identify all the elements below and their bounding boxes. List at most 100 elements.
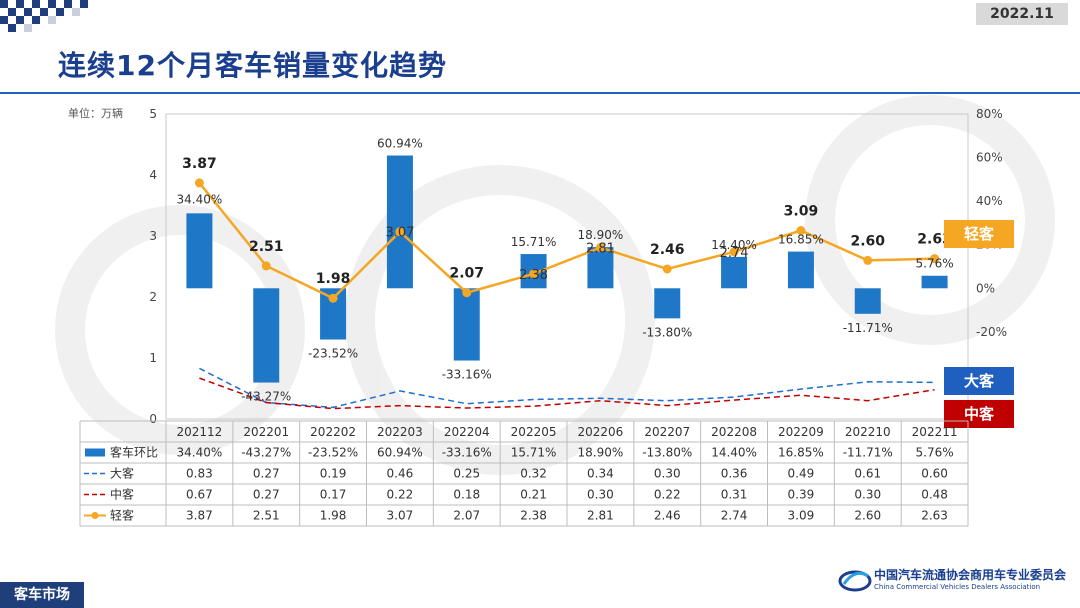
x-category-label: 202208: [711, 425, 757, 439]
qingke-point: [930, 254, 940, 264]
plot-frame: [165, 113, 969, 420]
qingke-point: [729, 247, 739, 257]
legend-label-qingke: 轻客: [110, 508, 134, 523]
association-logo: 中国汽车流通协会商用车专业委员会 China Commercial Vehicl…: [838, 564, 1068, 598]
table-cell: 2.07: [453, 509, 480, 523]
qingke-point: [395, 227, 405, 237]
checker-decoration: [0, 0, 88, 32]
date-badge: 2022.11: [976, 3, 1068, 25]
bar-data-label: 18.90%: [578, 228, 624, 242]
series-tag-bg: [944, 220, 1014, 248]
bar-ring-ratio: [654, 288, 681, 319]
x-category-label: 202201: [243, 425, 289, 439]
legend-label-bar: 客车环比: [110, 445, 158, 460]
assoc-emblem-icon: [838, 570, 872, 592]
assoc-name-cn: 中国汽车流通协会商用车专业委员会: [874, 568, 1067, 582]
table-cell: 0.30: [587, 488, 614, 502]
qingke-point: [462, 288, 472, 298]
right-tick-label: 80%: [976, 107, 1003, 121]
left-tick-label: 2: [149, 290, 157, 304]
bar-series: [186, 155, 948, 383]
table-cell: 0.36: [721, 467, 748, 481]
table-cell: 60.94%: [377, 446, 423, 460]
table-cell: 0.19: [320, 467, 347, 481]
qingke-point: [863, 255, 873, 265]
table-cell: 0.39: [788, 488, 815, 502]
x-category-label: 202204: [444, 425, 490, 439]
qingke-point: [595, 243, 605, 253]
series-tag-bg: [944, 400, 1014, 428]
table-cell: 2.63: [921, 509, 948, 523]
table-cell: -43.27%: [241, 446, 291, 460]
qingke-point: [662, 264, 672, 274]
table-cell: 2.74: [721, 509, 748, 523]
x-category-label: 202211: [912, 425, 958, 439]
legend-label-zhongke: 中客: [110, 487, 134, 502]
right-tick-label: 40%: [976, 194, 1003, 208]
left-tick-label: 3: [149, 229, 157, 243]
table-cell: 0.83: [186, 467, 213, 481]
table-cell: 0.27: [253, 467, 280, 481]
bar-ring-ratio: [787, 251, 814, 289]
qingke-point: [328, 293, 338, 303]
series-tag-dake: 大客: [964, 372, 995, 390]
table-cell: 0.22: [387, 488, 414, 502]
qingke-data-label: 2.38: [519, 268, 548, 283]
series-tag-bg: [944, 367, 1014, 395]
right-tick-label: 0%: [976, 281, 995, 295]
line-qingke: [198, 182, 935, 300]
table-cell: 2.38: [520, 509, 547, 523]
bar-data-label: -23.52%: [308, 347, 358, 361]
table-cell: 0.25: [453, 467, 480, 481]
table-cell: 2.51: [253, 509, 280, 523]
table-cell: 2.81: [587, 509, 614, 523]
qingke-point: [796, 226, 806, 236]
bar-data-label: 15.71%: [511, 235, 557, 249]
bar-ring-ratio: [186, 213, 213, 289]
qingke-data-label: 2.74: [720, 246, 749, 261]
x-category-label: 202210: [845, 425, 891, 439]
table-cell: 3.09: [788, 509, 815, 523]
right-tick-label: -20%: [976, 325, 1007, 339]
qingke-point: [194, 178, 204, 188]
qingke-data-label: 1.98: [316, 271, 351, 287]
table-cell: 34.40%: [177, 446, 223, 460]
legend-swatch-bar: [85, 448, 105, 457]
table-cell: 0.32: [520, 467, 547, 481]
bar-ring-ratio: [587, 247, 614, 289]
table-cell: 18.90%: [578, 446, 624, 460]
table-cell: 14.40%: [711, 446, 757, 460]
left-tick-label: 4: [149, 168, 157, 182]
series-tag-zhongke: 中客: [964, 405, 995, 423]
table-cell: 2.46: [654, 509, 681, 523]
qingke-data-label: 2.46: [650, 242, 685, 258]
left-tick-label: 5: [149, 107, 157, 121]
left-tick-label: 0: [149, 412, 157, 426]
left-tick-label: 1: [149, 351, 157, 365]
x-category-label: 202112: [177, 425, 223, 439]
table-cell: -11.71%: [843, 446, 893, 460]
qingke-data-label: 2.51: [249, 239, 284, 255]
bar-data-label: 34.40%: [177, 192, 223, 206]
bar-data-label: 5.76%: [916, 257, 954, 271]
x-category-label: 202203: [377, 425, 423, 439]
x-category-label: 202205: [511, 425, 557, 439]
bar-ring-ratio: [453, 288, 480, 361]
table-cell: 16.85%: [778, 446, 824, 460]
bar-data-label: 16.85%: [778, 233, 824, 247]
table-cell: 0.27: [253, 488, 280, 502]
table-cell: 0.30: [854, 488, 881, 502]
left-axis: 0 1 2 3 4 5: [149, 107, 157, 426]
table-cell: 0.34: [587, 467, 614, 481]
bar-data-label: 14.40%: [711, 238, 757, 252]
bar-ring-ratio: [854, 288, 881, 314]
qingke-point: [529, 269, 539, 279]
table-cell: 2.60: [854, 509, 881, 523]
x-category-label: 202202: [310, 425, 356, 439]
table-cell: 0.49: [788, 467, 815, 481]
table-cell: -33.16%: [442, 446, 492, 460]
legend-label-dake: 大客: [110, 466, 134, 481]
table-cell: -23.52%: [308, 446, 358, 460]
table-cell: 0.22: [654, 488, 681, 502]
